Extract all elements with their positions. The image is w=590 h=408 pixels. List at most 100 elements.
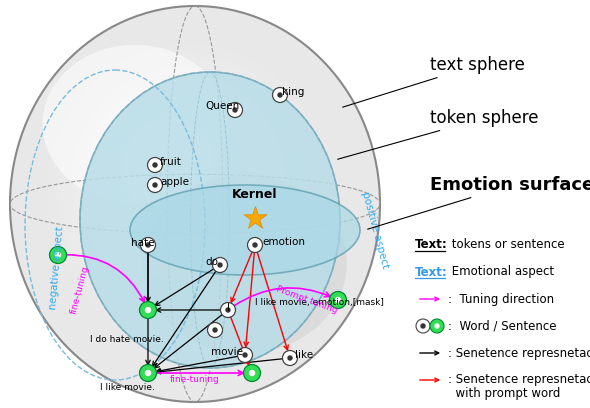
Circle shape (253, 243, 257, 247)
Text: hate: hate (132, 238, 155, 248)
Ellipse shape (94, 89, 258, 265)
FancyArrowPatch shape (146, 252, 150, 365)
Text: I do hate movie.: I do hate movie. (90, 335, 164, 344)
Ellipse shape (141, 135, 188, 186)
Ellipse shape (132, 126, 202, 202)
Ellipse shape (38, 34, 343, 360)
Text: with prompt word: with prompt word (448, 386, 560, 399)
Ellipse shape (66, 62, 300, 313)
Circle shape (233, 108, 237, 112)
Circle shape (336, 297, 340, 302)
Circle shape (238, 348, 253, 362)
Circle shape (416, 319, 430, 333)
Text: do: do (205, 257, 218, 267)
Circle shape (153, 163, 157, 167)
FancyArrowPatch shape (419, 378, 439, 382)
Ellipse shape (150, 145, 174, 170)
Ellipse shape (118, 113, 223, 226)
Text: Emotional aspect: Emotional aspect (448, 266, 554, 279)
Text: fine-tuning: fine-tuning (170, 375, 219, 384)
Circle shape (208, 322, 222, 337)
Circle shape (146, 370, 150, 375)
Circle shape (288, 356, 292, 360)
Circle shape (329, 291, 346, 308)
FancyArrowPatch shape (155, 370, 243, 375)
Text: I: I (227, 303, 230, 313)
Ellipse shape (10, 6, 380, 402)
Ellipse shape (42, 45, 228, 203)
Text: positive aspect: positive aspect (360, 191, 390, 270)
FancyArrowPatch shape (156, 359, 283, 374)
Ellipse shape (90, 85, 266, 273)
Ellipse shape (143, 175, 347, 353)
Text: Emotion surface: Emotion surface (368, 176, 590, 229)
Circle shape (146, 243, 150, 247)
Ellipse shape (155, 149, 167, 162)
FancyArrowPatch shape (419, 297, 439, 301)
Circle shape (213, 328, 217, 332)
Ellipse shape (146, 140, 181, 178)
Ellipse shape (130, 185, 360, 275)
Ellipse shape (109, 103, 237, 241)
Ellipse shape (123, 117, 216, 217)
Ellipse shape (47, 44, 329, 344)
Circle shape (221, 302, 235, 317)
Point (250, 215, 260, 221)
Circle shape (243, 353, 247, 357)
Text: negative aspect: negative aspect (48, 226, 65, 310)
Circle shape (139, 302, 156, 319)
Text: I like movie.: I like movie. (100, 384, 155, 392)
FancyArrowPatch shape (257, 252, 289, 350)
FancyArrowPatch shape (234, 288, 330, 306)
Text: movie: movie (211, 347, 243, 357)
Text: Text:: Text: (415, 266, 448, 279)
Circle shape (247, 237, 263, 253)
Ellipse shape (136, 131, 195, 194)
Ellipse shape (76, 71, 287, 297)
FancyArrowPatch shape (146, 252, 150, 302)
FancyArrowPatch shape (155, 314, 222, 368)
Ellipse shape (33, 30, 350, 368)
Circle shape (140, 237, 156, 253)
Text: king: king (282, 87, 304, 97)
Ellipse shape (85, 80, 273, 281)
Ellipse shape (80, 72, 340, 368)
Circle shape (278, 93, 282, 97)
FancyArrowPatch shape (244, 252, 254, 346)
Ellipse shape (61, 58, 307, 321)
Text: : Senetence represnetaon: : Senetence represnetaon (448, 373, 590, 386)
FancyArrowPatch shape (231, 251, 253, 302)
Circle shape (228, 102, 242, 118)
Circle shape (148, 157, 162, 173)
Ellipse shape (19, 16, 371, 392)
Circle shape (273, 87, 287, 102)
FancyArrowPatch shape (155, 269, 214, 306)
Circle shape (421, 324, 425, 328)
Ellipse shape (24, 20, 363, 384)
Ellipse shape (99, 94, 251, 257)
Circle shape (50, 246, 67, 264)
Circle shape (148, 177, 162, 193)
Text: : Senetence represnetaon: : Senetence represnetaon (448, 346, 590, 359)
Text: fine-tuning: fine-tuning (69, 265, 91, 315)
Text: tokens or sentence: tokens or sentence (448, 239, 565, 251)
Circle shape (244, 364, 261, 381)
Ellipse shape (104, 99, 244, 249)
Ellipse shape (80, 76, 280, 289)
Text: Prompt tuning: Prompt tuning (275, 285, 339, 315)
FancyArrowPatch shape (156, 308, 221, 312)
Circle shape (212, 257, 228, 273)
Circle shape (430, 319, 444, 333)
FancyArrowPatch shape (419, 351, 439, 355)
Circle shape (153, 183, 157, 187)
Text: Text:: Text: (415, 239, 448, 251)
Text: token sphere: token sphere (337, 109, 539, 159)
Ellipse shape (113, 108, 230, 233)
Circle shape (283, 350, 297, 366)
Text: Kernel: Kernel (232, 188, 278, 202)
Circle shape (226, 308, 230, 312)
Ellipse shape (29, 25, 357, 376)
Text: :  Tuning direction: : Tuning direction (448, 293, 554, 306)
Text: :  Word / Sentence: : Word / Sentence (448, 319, 556, 333)
Text: fruit: fruit (160, 157, 182, 167)
